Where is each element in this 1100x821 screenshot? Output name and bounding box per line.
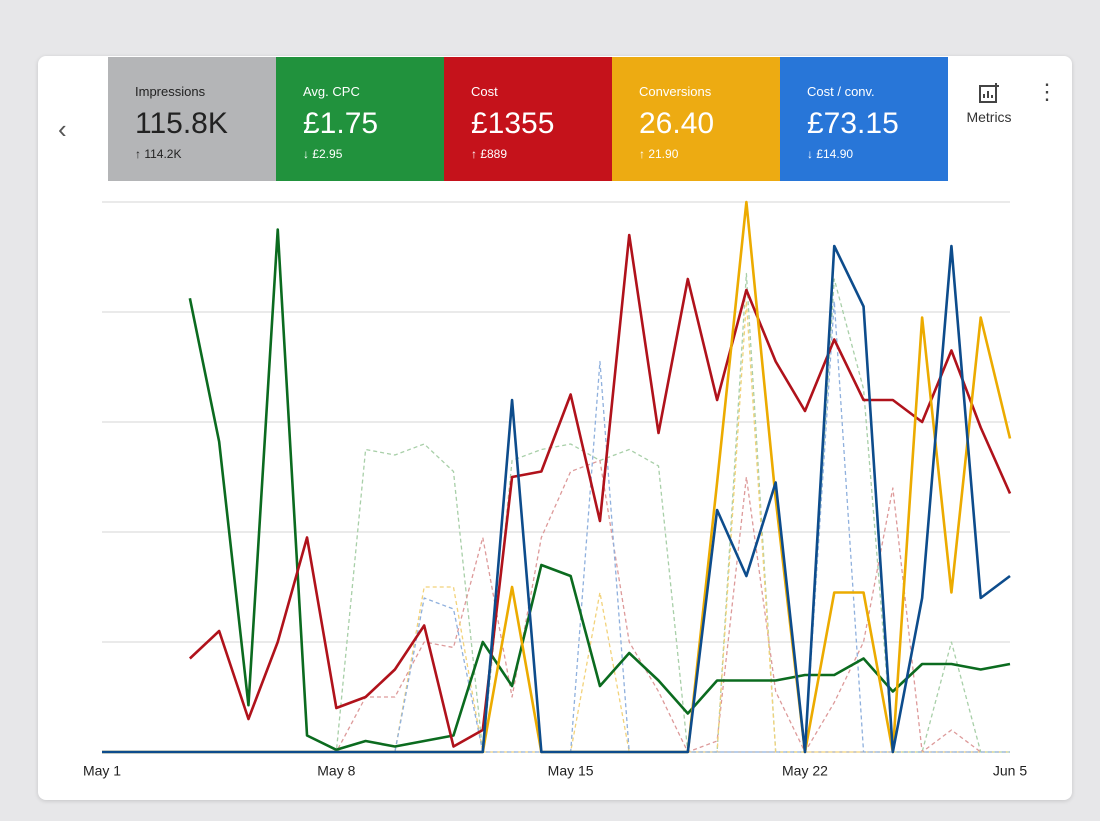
- metric-value: 115.8K: [135, 107, 228, 140]
- metric-change: ↓ £2.95: [303, 147, 343, 161]
- metric-cards: Impressions 115.8K ↑ 114.2K Avg. CPC £1.75 ↓ …: [108, 57, 948, 181]
- metrics-button[interactable]: Metrics: [954, 82, 1024, 125]
- metric-value: £1355: [471, 107, 555, 140]
- metric-card[interactable]: Cost £1355 ↑ £889: [444, 57, 612, 181]
- x-tick-label: May 15: [548, 763, 594, 779]
- metric-value: 26.40: [639, 107, 715, 140]
- metric-label: Avg. CPC: [303, 84, 360, 99]
- x-tick-label: May 1: [83, 763, 121, 779]
- metric-change: ↑ 21.90: [639, 147, 679, 161]
- metric-value: £1.75: [303, 107, 379, 140]
- metrics-label: Metrics: [966, 109, 1012, 125]
- metrics-icon: [979, 83, 999, 103]
- metric-card[interactable]: Cost / conv. £73.15 ↓ £14.90: [780, 57, 948, 181]
- metric-label: Impressions: [135, 84, 206, 99]
- metric-change: ↑ £889: [471, 147, 508, 161]
- back-button[interactable]: ‹: [58, 114, 67, 144]
- metric-change: ↓ £14.90: [807, 147, 854, 161]
- x-tick-label: Jun 5: [993, 763, 1027, 779]
- x-tick-label: May 22: [782, 763, 828, 779]
- series-line: [188, 228, 1011, 752]
- metric-card[interactable]: Impressions 115.8K ↑ 114.2K: [108, 57, 276, 181]
- metric-label: Cost / conv.: [807, 84, 875, 99]
- metric-label: Conversions: [639, 84, 712, 99]
- series-line: [188, 233, 1012, 748]
- metric-card[interactable]: Conversions 26.40 ↑ 21.90: [612, 57, 780, 181]
- metric-card[interactable]: Avg. CPC £1.75 ↓ £2.95: [276, 57, 444, 181]
- metric-value: £73.15: [807, 107, 899, 140]
- comparison-line: [102, 459, 982, 753]
- x-tick-label: May 8: [317, 763, 355, 779]
- metric-change: ↑ 114.2K: [135, 147, 182, 161]
- more-menu[interactable]: ⋮: [1036, 79, 1058, 104]
- metric-label: Cost: [471, 84, 498, 99]
- comparison-line: [102, 272, 1010, 753]
- panel: ‹ Impressions 115.8K ↑ 114.2K Avg. CPC £1.75…: [38, 56, 1072, 800]
- series-line: [102, 244, 1011, 754]
